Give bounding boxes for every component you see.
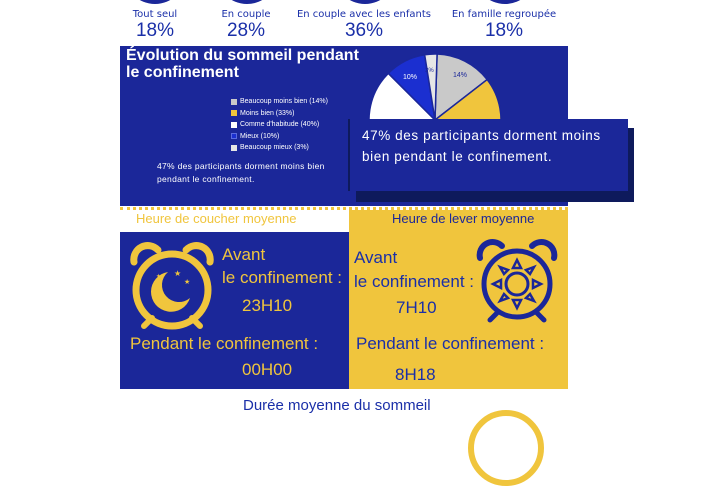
legend-swatch bbox=[231, 133, 237, 140]
donut-icon bbox=[216, 0, 278, 4]
callout-text: 47% des participants dorment moins bien … bbox=[362, 128, 601, 164]
wakeup-during-label: Pendant le confinement : bbox=[356, 334, 545, 353]
legend-item: Moins bien (33%) bbox=[231, 108, 328, 120]
pie-label-mieux: 10% bbox=[403, 74, 417, 81]
legend-label: Moins bien (33%) bbox=[240, 109, 295, 117]
bedtime-during-label: Pendant le confinement : bbox=[130, 334, 319, 353]
pie-label-beaucoup-moins-bien: 14% bbox=[453, 72, 467, 79]
legend-item: Beaucoup moins bien (14%) bbox=[231, 96, 328, 108]
household-label: Tout seul bbox=[132, 9, 178, 20]
duration-title: Durée moyenne du sommeil bbox=[243, 397, 431, 414]
wakeup-before-label2: le confinement : bbox=[354, 272, 475, 291]
household-pct: 18% bbox=[135, 20, 175, 41]
household-label: En couple avec les enfants bbox=[296, 9, 432, 20]
donut-icon bbox=[474, 0, 536, 4]
callout-box bbox=[348, 119, 628, 191]
legend-swatch bbox=[231, 144, 237, 151]
pie-slice-beaucoup-mieux bbox=[423, 53, 438, 121]
wakeup-before-value: 7H10 bbox=[396, 298, 437, 317]
legend-item: Mieux (10%) bbox=[231, 131, 328, 143]
dotted-divider bbox=[120, 207, 568, 210]
svg-text:★: ★ bbox=[156, 273, 161, 280]
wakeup-title: Heure de lever moyenne bbox=[392, 211, 535, 226]
pie-slice-beaucoup-moins-bien bbox=[434, 53, 489, 122]
donut-icon bbox=[124, 0, 186, 4]
wakeup-during-value: 8H18 bbox=[395, 365, 436, 384]
household-label: En couple bbox=[221, 9, 271, 20]
sleep-summary: 47% des participants dorment moins bien … bbox=[157, 161, 325, 184]
bedtime-before-value: 23H10 bbox=[242, 296, 293, 315]
legend-label: Beaucoup mieux (3%) bbox=[240, 144, 309, 151]
clock-ring-icon bbox=[468, 410, 544, 486]
donut-icon bbox=[334, 0, 396, 4]
legend-swatch bbox=[231, 110, 237, 117]
sun-alarm-clock-icon bbox=[476, 239, 558, 323]
household-label: En famille regroupée bbox=[451, 9, 557, 20]
svg-text:★: ★ bbox=[174, 269, 181, 278]
legend-swatch bbox=[231, 121, 237, 128]
bedtime-before-label2: le confinement : bbox=[222, 268, 343, 287]
household-pct: 36% bbox=[344, 20, 384, 41]
household-pct: 18% bbox=[484, 20, 524, 41]
pie-label-beaucoup-mieux: 3% bbox=[425, 68, 434, 74]
pie-legend: Beaucoup moins bien (14%) Moins bien (33… bbox=[231, 96, 328, 154]
legend-item: Comme d'habitude (40%) bbox=[231, 119, 328, 131]
sleep-evolution-title: Évolution du sommeil pendant le confinem… bbox=[126, 47, 359, 81]
wakeup-before-label: Avant bbox=[354, 248, 398, 267]
household-pct: 28% bbox=[226, 20, 266, 41]
bedtime-before-label: Avant bbox=[222, 245, 266, 264]
bedtime-title: Heure de coucher moyenne bbox=[136, 211, 297, 226]
legend-label: Beaucoup moins bien (14%) bbox=[240, 98, 328, 105]
legend-swatch bbox=[231, 98, 237, 105]
bedtime-during-value: 00H00 bbox=[242, 360, 293, 379]
legend-label: Comme d'habitude (40%) bbox=[240, 121, 320, 128]
legend-item: Beaucoup mieux (3%) bbox=[231, 142, 328, 154]
legend-label: Mieux (10%) bbox=[240, 132, 280, 140]
moon-alarm-clock-icon: ★ ★ ★ bbox=[130, 242, 214, 330]
svg-text:★: ★ bbox=[184, 278, 190, 286]
